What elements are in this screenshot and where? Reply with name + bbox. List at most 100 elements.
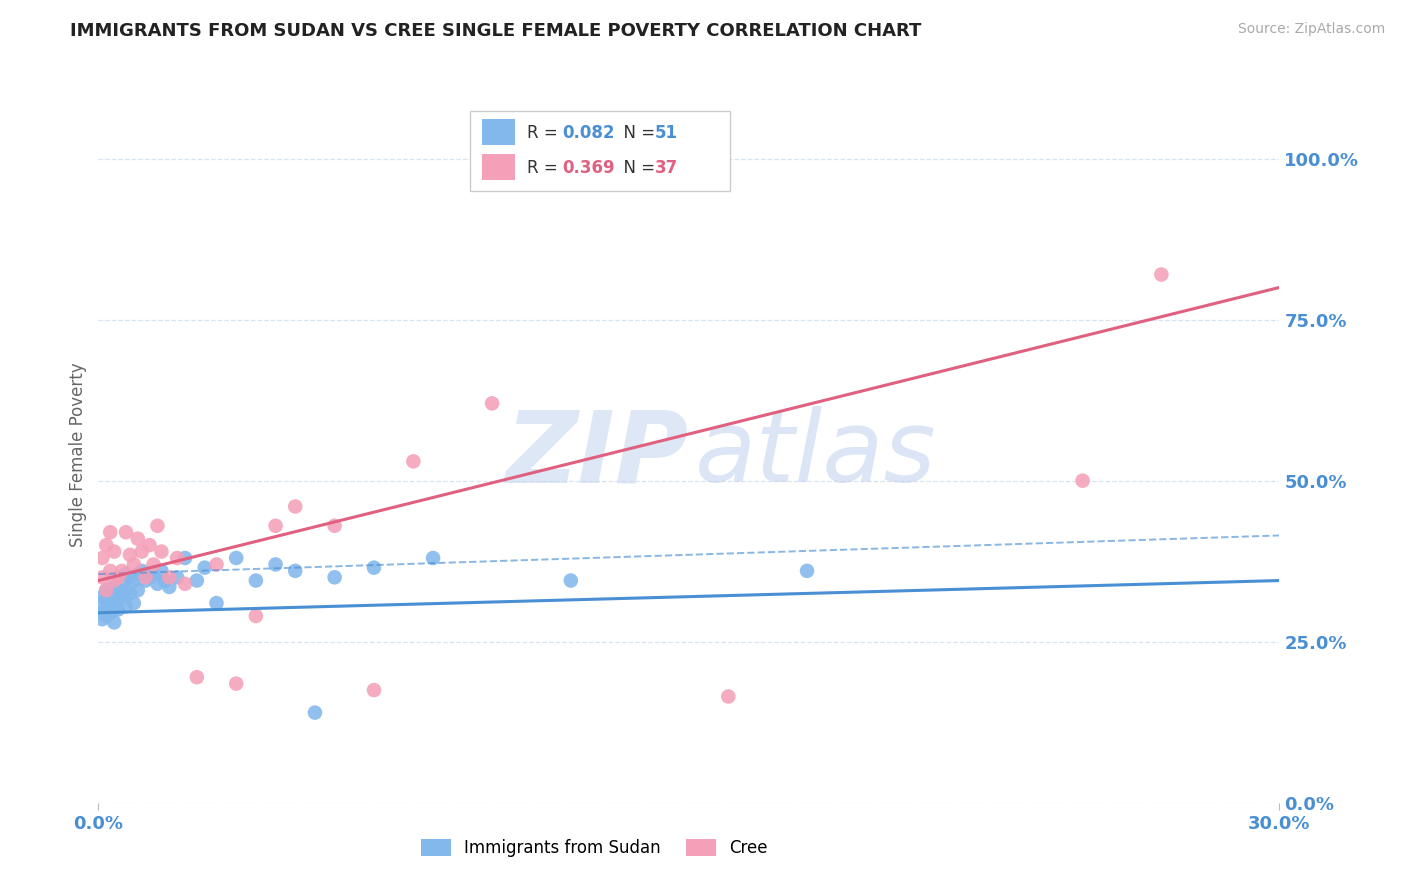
Point [103, 615, 125, 630]
Point [103, 574, 125, 588]
FancyBboxPatch shape [482, 119, 516, 145]
Point [96, 583, 118, 598]
Text: atlas: atlas [695, 407, 936, 503]
Point [142, 567, 165, 582]
Point [284, 500, 307, 514]
Text: 51: 51 [655, 124, 678, 142]
Point [122, 574, 145, 588]
Point [103, 580, 125, 594]
Point [98, 590, 121, 604]
Point [157, 580, 180, 594]
Point [111, 564, 134, 578]
Point [98, 606, 121, 620]
Point [142, 558, 165, 572]
Point [103, 599, 125, 614]
Point [150, 544, 173, 558]
Point [796, 564, 818, 578]
Text: Source: ZipAtlas.com: Source: ZipAtlas.com [1237, 22, 1385, 37]
Text: ZIP: ZIP [506, 407, 689, 503]
Point [131, 544, 153, 558]
Point [127, 532, 149, 546]
Point [146, 576, 169, 591]
Point [122, 558, 145, 572]
Point [122, 596, 145, 610]
Point [111, 590, 134, 604]
Y-axis label: Single Female Poverty: Single Female Poverty [69, 363, 87, 547]
Text: 0.082: 0.082 [562, 124, 614, 142]
Text: 0.369: 0.369 [562, 159, 616, 177]
Text: N =: N = [613, 124, 661, 142]
Point [107, 602, 129, 616]
Point [174, 551, 197, 566]
Point [717, 690, 740, 704]
Text: 37: 37 [655, 159, 678, 177]
Point [91, 596, 114, 610]
Point [264, 558, 287, 572]
Point [363, 560, 385, 574]
Point [264, 518, 287, 533]
Point [174, 576, 197, 591]
Point [91, 570, 114, 584]
Point [91, 606, 114, 620]
Point [323, 570, 346, 584]
Point [135, 570, 157, 584]
Point [225, 676, 247, 690]
Point [146, 518, 169, 533]
Point [186, 574, 208, 588]
Point [118, 570, 141, 584]
Point [127, 583, 149, 598]
Point [118, 548, 141, 562]
Point [135, 574, 157, 588]
Point [115, 567, 138, 582]
Text: IMMIGRANTS FROM SUDAN VS CREE SINGLE FEMALE POVERTY CORRELATION CHART: IMMIGRANTS FROM SUDAN VS CREE SINGLE FEM… [70, 22, 922, 40]
Point [402, 454, 425, 468]
Point [107, 583, 129, 598]
Point [96, 609, 118, 624]
Point [323, 518, 346, 533]
Point [245, 574, 267, 588]
Point [127, 567, 149, 582]
Point [481, 396, 503, 410]
Point [103, 544, 125, 558]
Point [225, 551, 247, 566]
Text: N =: N = [613, 159, 661, 177]
Point [115, 525, 138, 540]
Point [138, 538, 160, 552]
Point [98, 564, 121, 578]
Point [91, 612, 114, 626]
Point [98, 596, 121, 610]
Point [304, 706, 326, 720]
Point [131, 564, 153, 578]
Point [91, 590, 114, 604]
Point [560, 152, 582, 166]
Point [363, 683, 385, 698]
Point [1071, 474, 1094, 488]
Point [138, 570, 160, 584]
Legend: Immigrants from Sudan, Cree: Immigrants from Sudan, Cree [415, 832, 775, 864]
Point [205, 558, 228, 572]
Point [166, 570, 188, 584]
Point [107, 570, 129, 584]
Point [560, 574, 582, 588]
Point [284, 564, 307, 578]
Point [96, 592, 118, 607]
Point [186, 670, 208, 684]
Point [115, 599, 138, 614]
Text: R =: R = [527, 159, 564, 177]
Point [118, 586, 141, 600]
Point [166, 551, 188, 566]
Point [91, 551, 114, 566]
Point [96, 538, 118, 552]
Point [107, 592, 129, 607]
Point [96, 602, 118, 616]
Point [245, 609, 267, 624]
Point [194, 560, 217, 574]
Point [1150, 268, 1173, 282]
Point [205, 596, 228, 610]
Point [157, 570, 180, 584]
Point [115, 583, 138, 598]
Point [150, 564, 173, 578]
Point [96, 583, 118, 598]
Point [111, 576, 134, 591]
Point [98, 525, 121, 540]
